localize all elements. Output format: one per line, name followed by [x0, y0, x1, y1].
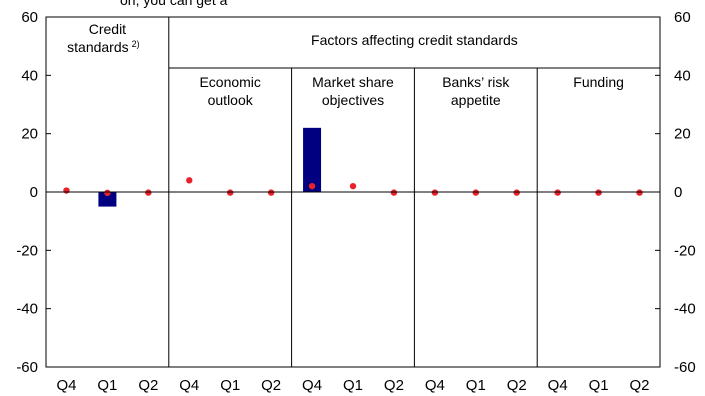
y-tick-label-right: 0 [674, 184, 682, 201]
x-tick-label: Q1 [97, 377, 117, 394]
data-point [554, 189, 561, 196]
chart-title-fragment: on, you can get a [120, 0, 228, 8]
group-headers: Factors affecting credit standards Credit… [67, 21, 624, 108]
x-tick-label: Q4 [302, 377, 322, 394]
tick-labels: 60 60 40 40 20 20 0 0 -20 -20 -40 -40 -60 -60 Q4 Q1 Q2 Q4… [16, 9, 695, 394]
x-tick-label: Q4 [56, 377, 76, 394]
x-tick-label: Q2 [261, 377, 281, 394]
group-label-line: standards 2) [67, 39, 139, 55]
data-point [145, 189, 152, 196]
group-label-line: appetite [451, 92, 501, 108]
y-tick-label-left: 40 [21, 67, 38, 84]
y-tick-label-right: 20 [674, 126, 691, 143]
data-point [186, 177, 193, 184]
group-label-line: objectives [322, 92, 384, 108]
x-tick-label: Q1 [343, 377, 363, 394]
data-point [472, 189, 479, 196]
group-label-superscript: 2) [132, 39, 140, 49]
group-label-line: Funding [573, 74, 624, 90]
data-point [513, 189, 520, 196]
data-point [227, 189, 234, 196]
data-point [63, 187, 70, 194]
y-tick-label-left: 60 [21, 9, 38, 26]
group-label-line: Banks’ risk [442, 74, 510, 90]
data-point [349, 182, 357, 190]
x-tick-label: Q4 [179, 377, 199, 394]
x-tick-label: Q2 [384, 377, 404, 394]
x-tick-label: Q4 [425, 377, 445, 394]
y-tick-label-left: -60 [16, 359, 38, 376]
x-tick-label: Q2 [630, 377, 650, 394]
x-tick-label: Q1 [589, 377, 609, 394]
group-label-line: outlook [208, 92, 254, 108]
y-tick-label-left: 0 [30, 184, 38, 201]
x-tick-label: Q1 [466, 377, 486, 394]
factors-header: Factors affecting credit standards [311, 32, 518, 48]
y-tick-label-right: -60 [674, 359, 696, 376]
bar [98, 192, 117, 207]
bar-series [98, 127, 322, 207]
scatter-series [63, 177, 643, 197]
group-label-line: Credit [89, 21, 126, 37]
y-tick-label-left: -40 [16, 301, 38, 318]
x-tick-label: Q1 [220, 377, 240, 394]
y-tick-label-right: 40 [674, 67, 691, 84]
axes-layer [45, 16, 661, 368]
group-label-line: Economic [199, 74, 260, 90]
data-point [308, 182, 316, 190]
data-point [390, 189, 398, 196]
bar [303, 127, 322, 192]
data-point [267, 189, 275, 196]
x-tick-label: Q2 [138, 377, 158, 394]
data-point [636, 189, 643, 196]
y-tick-label-right: -20 [674, 242, 696, 259]
group-label-line: Market share [312, 74, 394, 90]
data-point [104, 189, 111, 197]
y-tick-label-right: -40 [674, 301, 696, 318]
y-tick-label-left: 20 [21, 126, 38, 143]
x-tick-label: Q4 [548, 377, 568, 394]
y-tick-label-right: 60 [674, 9, 691, 26]
data-point [595, 189, 602, 196]
x-tick-label: Q2 [507, 377, 527, 394]
data-point [431, 189, 439, 196]
y-tick-label-left: -20 [16, 242, 38, 259]
